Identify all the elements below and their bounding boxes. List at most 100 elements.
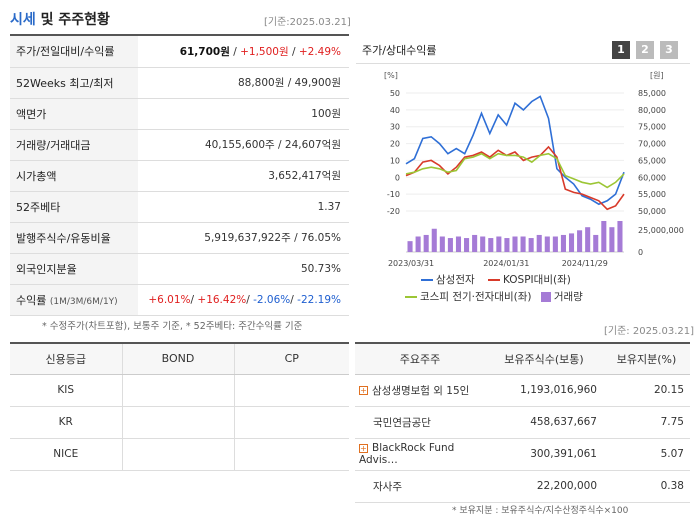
chart-tab-2[interactable]: 2 bbox=[636, 41, 654, 59]
row-value: +6.01%/ +16.42%/ -2.06%/ -22.19% bbox=[138, 284, 349, 316]
holder-pct: 20.15 bbox=[603, 374, 690, 407]
volume-bar bbox=[552, 236, 558, 252]
agency-cell: KR bbox=[10, 406, 123, 439]
legend-row: 삼성전자 KOSPI대비(좌) bbox=[421, 272, 583, 287]
holders-footnote: * 보유지분 : 보유주식수/지수산정주식수×100 bbox=[452, 506, 629, 516]
col-header: 보유지분(%) bbox=[603, 344, 690, 375]
volume-bar bbox=[577, 230, 583, 252]
row-value: 100원 bbox=[138, 98, 349, 130]
volume-bar bbox=[455, 236, 462, 252]
chart-tab-1[interactable]: 1 bbox=[612, 41, 630, 59]
volume-bar bbox=[415, 236, 421, 252]
volume-bar bbox=[560, 234, 566, 252]
return-1m: +6.01% bbox=[148, 293, 191, 306]
table-row: 시가총액 3,652,417억원 bbox=[10, 160, 349, 192]
series-line-1 bbox=[405, 145, 625, 211]
table-row: + BlackRock Fund Advis… 300,391,061 5.07 bbox=[355, 438, 690, 471]
row-label: 거래량/거래대금 bbox=[10, 129, 138, 161]
holder-name: 삼성생명보험 외 15인 bbox=[372, 384, 470, 397]
expand-icon[interactable]: + bbox=[359, 443, 368, 453]
volume-bar bbox=[480, 236, 486, 252]
right-axis-unit: [원] bbox=[650, 71, 664, 80]
left-tick-label: 20 bbox=[390, 140, 400, 149]
chart-header: 주가/상대수익률 1 2 3 bbox=[356, 36, 690, 64]
col-header: 주요주주 bbox=[355, 344, 485, 375]
right-tick-label: 75,000 bbox=[638, 123, 666, 132]
legend-swatch bbox=[421, 279, 433, 281]
holder-name: 자사주 bbox=[355, 470, 485, 503]
col-header: CP bbox=[234, 344, 349, 375]
col-header: BOND bbox=[122, 344, 235, 375]
legend-volume: 거래량 bbox=[553, 291, 583, 303]
returns-periods: (1M/3M/6M/1Y) bbox=[49, 296, 118, 307]
volume-bar bbox=[439, 236, 445, 252]
table-row: 수익률 (1M/3M/6M/1Y) +6.01%/ +16.42%/ -2.06… bbox=[10, 284, 349, 316]
right-tick-label: 60,000 bbox=[638, 173, 666, 182]
legend-kospi: KOSPI대비(좌) bbox=[502, 274, 571, 286]
table-row: 외국인지분율 50.73% bbox=[10, 253, 349, 285]
table-row: 발행주식수/유동비율 5,919,637,922주 / 76.05% bbox=[10, 222, 349, 254]
price-change-rate: +2.49% bbox=[298, 45, 341, 58]
table-row: KR bbox=[10, 406, 349, 439]
holder-name: BlackRock Fund Advis… bbox=[359, 442, 455, 466]
bond-cell bbox=[122, 438, 235, 471]
holder-shares: 1,193,016,960 bbox=[485, 374, 603, 407]
legend-swatch bbox=[405, 296, 417, 298]
agency-cell: NICE bbox=[10, 438, 123, 471]
x-tick-label: 2024/01/31 bbox=[483, 259, 529, 268]
expand-icon[interactable]: + bbox=[359, 386, 368, 395]
volume-bar bbox=[504, 238, 510, 252]
holder-pct: 5.07 bbox=[603, 438, 690, 471]
table-row: 52주베타 1.37 bbox=[10, 191, 349, 223]
table-row: KIS bbox=[10, 374, 349, 407]
return-3m: +16.42% bbox=[197, 293, 247, 306]
left-tick-label: 0 bbox=[395, 173, 400, 182]
left-tick-label: 40 bbox=[390, 106, 400, 115]
current-price: 61,700원 bbox=[179, 45, 230, 58]
cp-cell bbox=[234, 374, 349, 407]
volume-bar bbox=[464, 238, 470, 252]
cp-cell bbox=[234, 406, 349, 439]
shareholders-table: 주요주주 보유주식수(보통) 보유지분(%) + 삼성생명보험 외 15인 1,1… bbox=[355, 342, 690, 503]
return-1y: -22.19% bbox=[297, 293, 341, 306]
table-row: + 삼성생명보험 외 15인 1,193,016,960 20.15 bbox=[355, 374, 690, 407]
row-label: 발행주식수/유동비율 bbox=[10, 222, 138, 254]
holder-shares: 300,391,061 bbox=[485, 438, 603, 471]
row-value: 40,155,600주 / 24,607억원 bbox=[138, 129, 349, 161]
chart-title: 주가/상대수익률 bbox=[362, 44, 437, 57]
left-axis-unit: [%] bbox=[384, 71, 398, 80]
col-header: 보유주식수(보통) bbox=[485, 344, 603, 375]
row-label: 수익률 (1M/3M/6M/1Y) bbox=[10, 284, 138, 316]
stock-chart: [%] [원] 50 85,000 40 80,000 30 75,000 20 70,000… bbox=[384, 71, 684, 268]
bond-cell bbox=[122, 374, 235, 407]
legend-swatch bbox=[487, 279, 500, 281]
series-line-2 bbox=[405, 152, 625, 189]
volume-bar bbox=[609, 227, 615, 252]
row-label: 주가/전일대비/수익률 bbox=[10, 36, 138, 68]
row-label: 시가총액 bbox=[10, 160, 138, 192]
volume-bar bbox=[431, 228, 437, 252]
volume-tick-label: 0 bbox=[638, 248, 643, 257]
row-label: 외국인지분율 bbox=[10, 253, 138, 285]
table-row: NICE bbox=[10, 438, 349, 471]
holder-name: 국민연금공단 bbox=[355, 406, 485, 439]
left-tick-label: 10 bbox=[390, 156, 400, 165]
right-tick-label: 50,000 bbox=[638, 207, 666, 216]
info-footnote: * 수정주가(차트포함), 보통주 기준, * 52주베타: 주간수익률 기준 bbox=[42, 321, 303, 332]
table-row: 액면가 100원 bbox=[10, 98, 349, 130]
row-label: 52주베타 bbox=[10, 191, 138, 223]
holder-pct: 0.38 bbox=[603, 470, 690, 503]
volume-bar bbox=[472, 234, 478, 252]
volume-bar bbox=[528, 238, 534, 252]
title-highlight: 시세 bbox=[10, 12, 36, 28]
volume-bar bbox=[512, 236, 518, 252]
table-row: 국민연금공단 458,637,667 7.75 bbox=[355, 406, 690, 439]
table-row: 52Weeks 최고/최저 88,800원 / 49,900원 bbox=[10, 67, 349, 99]
right-tick-label: 80,000 bbox=[638, 106, 666, 115]
volume-bar bbox=[617, 221, 623, 252]
x-tick-label: 2023/03/31 bbox=[388, 259, 434, 268]
asof-date: [기준:2025.03.21] bbox=[264, 17, 351, 28]
chart-tab-3[interactable]: 3 bbox=[660, 41, 678, 59]
cp-cell bbox=[234, 438, 349, 471]
right-tick-label: 65,000 bbox=[638, 156, 666, 165]
